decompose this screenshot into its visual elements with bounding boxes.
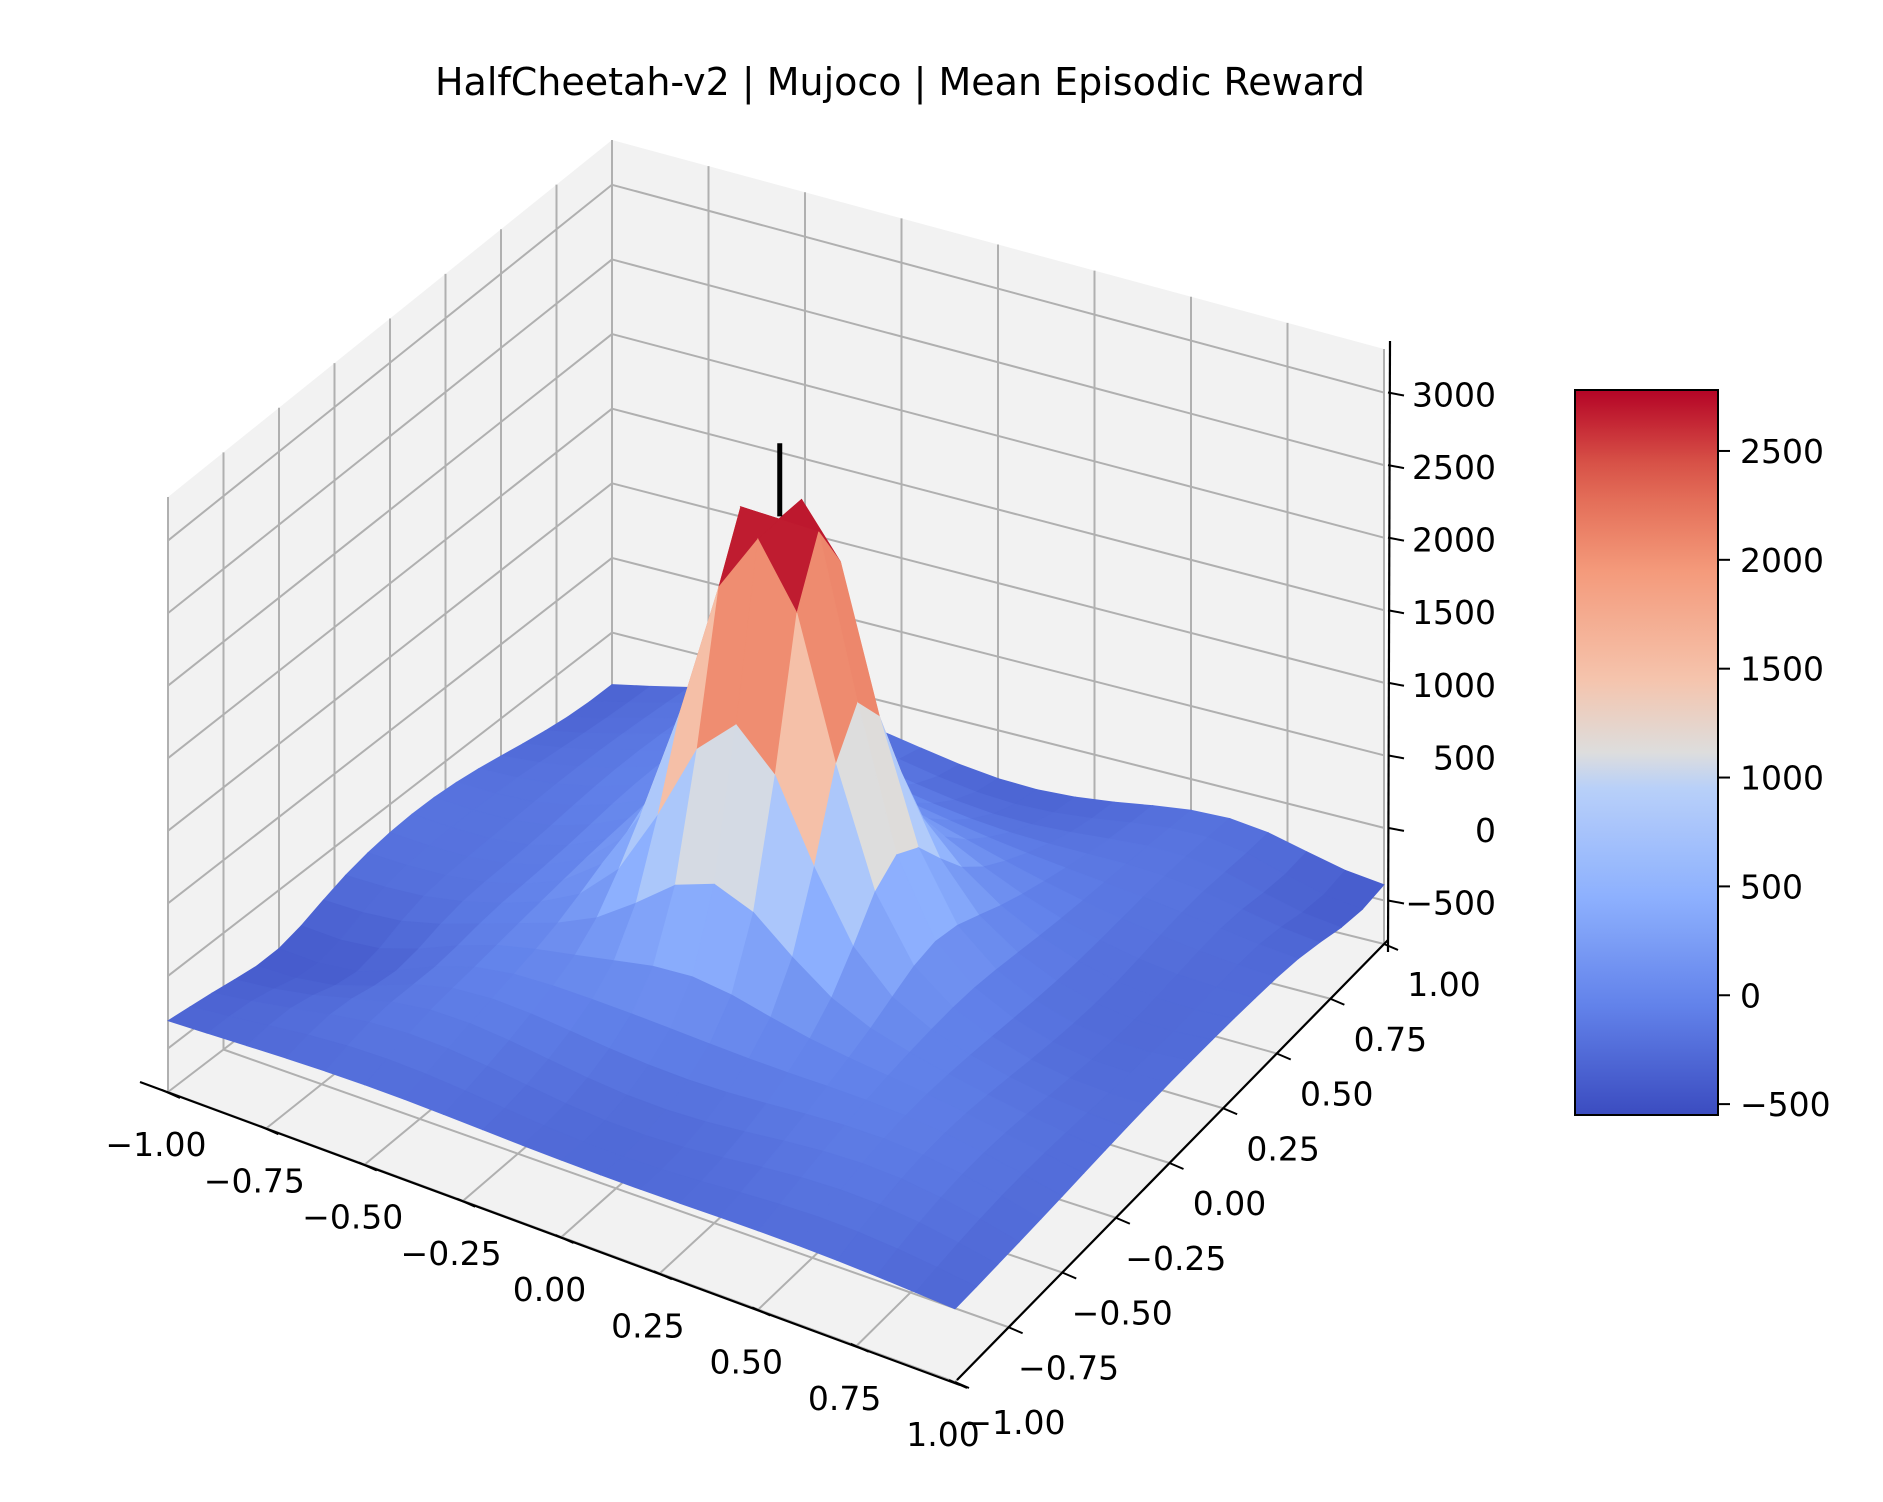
x-tick-label: −0.50 — [302, 1198, 403, 1237]
z-tick-label: −500 — [1405, 883, 1496, 922]
colorbar-tick-label: 500 — [1740, 867, 1803, 906]
y-tick-label: −1.00 — [964, 1403, 1065, 1442]
y-tick-label: 0.25 — [1246, 1129, 1319, 1168]
x-tick — [555, 1234, 574, 1244]
y-tick — [1115, 1216, 1131, 1225]
x-tick — [259, 1125, 279, 1136]
colorbar-tick-label: 2000 — [1740, 541, 1824, 580]
z-tick — [1387, 681, 1405, 687]
y-axis-line — [956, 939, 1389, 1381]
gridline — [611, 333, 1385, 539]
z-tick — [1387, 536, 1405, 542]
z-tick-label: 2000 — [1412, 521, 1496, 560]
surface-facet — [914, 1266, 978, 1310]
z-tick-label: 1500 — [1412, 593, 1496, 632]
colorbar-tick-label: 0 — [1740, 976, 1761, 1015]
y-tick-label: 0.00 — [1193, 1184, 1266, 1223]
x-tick — [456, 1197, 476, 1208]
z-tick-label: 2500 — [1412, 448, 1496, 487]
gridline — [167, 258, 613, 614]
y-tick-label: 0.75 — [1354, 1020, 1427, 1059]
x-tick-label: −0.25 — [401, 1234, 502, 1273]
z-axis-ticks: −500 0 500 1000 1500 2000 2500 3000 — [1387, 376, 1496, 922]
gridline — [167, 407, 613, 760]
x-tick-label: −1.00 — [105, 1125, 206, 1164]
x-tick-label: 0.25 — [611, 1306, 684, 1345]
gridline — [167, 184, 613, 542]
y-tick-label: −0.50 — [1072, 1294, 1173, 1333]
z-axis-line — [1386, 340, 1392, 953]
z-tick-label: 1000 — [1412, 666, 1496, 705]
y-axis-ticks: −1.00 −0.75 −0.50 −0.25 0.00 0.25 0.50 0.75 1.00 — [954, 943, 1481, 1442]
colorbar-tick-label: 1000 — [1740, 759, 1824, 798]
y-tick — [1061, 1271, 1077, 1280]
x-tick-label: 0.75 — [808, 1379, 881, 1418]
colorbar-tick-label: 2500 — [1740, 432, 1824, 471]
gridline — [167, 333, 613, 687]
surface-mesh — [167, 498, 1385, 1310]
x-tick-label: −0.75 — [204, 1161, 305, 1200]
colorbar-gradient — [1574, 389, 1719, 1116]
y-tick-label: 0.50 — [1300, 1075, 1373, 1114]
y-tick — [1008, 1326, 1024, 1335]
x-tick — [850, 1342, 870, 1353]
z-tick — [1387, 609, 1405, 615]
gridline — [611, 183, 1385, 394]
z-tick-label: 3000 — [1412, 376, 1496, 415]
x-tick — [358, 1161, 378, 1172]
z-tick-label: 0 — [1475, 811, 1496, 850]
colorbar-tick-label: 1500 — [1740, 650, 1824, 689]
z-tick — [1387, 899, 1405, 905]
colorbar: −500 0 500 1000 1500 2000 2500 — [1574, 389, 1831, 1124]
gridline — [611, 258, 1385, 467]
y-tick — [1383, 943, 1399, 951]
x-tick — [751, 1306, 771, 1317]
y-tick — [1276, 1052, 1292, 1061]
gridline — [167, 557, 613, 905]
y-tick — [1222, 1107, 1238, 1116]
y-tick — [954, 1381, 970, 1389]
z-tick — [1387, 391, 1405, 397]
x-tick — [653, 1270, 673, 1281]
y-tick — [1169, 1162, 1184, 1170]
colorbar-tick-label: −500 — [1740, 1085, 1831, 1124]
x-tick-label: 1.00 — [906, 1415, 979, 1454]
gridline — [167, 631, 613, 977]
z-tick-label: 500 — [1433, 738, 1496, 777]
y-tick-label: −0.75 — [1018, 1348, 1119, 1387]
y-tick-label: −0.25 — [1125, 1239, 1226, 1278]
gridline — [611, 407, 1385, 612]
y-tick — [1329, 997, 1345, 1006]
x-tick-label: 0.50 — [710, 1343, 783, 1382]
x-axis-ticks: −1.00−0.75−0.50−0.25 0.00 0.25 0.50 0.75 1.00 — [105, 1089, 980, 1454]
chart-title: HalfCheetah-v2 | Mujoco | Mean Episodic … — [435, 60, 1365, 105]
gridline — [167, 482, 613, 832]
y-tick-label: 1.00 — [1407, 965, 1480, 1004]
x-tick-label: 0.00 — [513, 1270, 586, 1309]
z-tick — [1387, 754, 1405, 760]
z-tick — [1387, 464, 1405, 470]
z-tick — [1387, 826, 1405, 832]
x-tick — [161, 1089, 181, 1099]
